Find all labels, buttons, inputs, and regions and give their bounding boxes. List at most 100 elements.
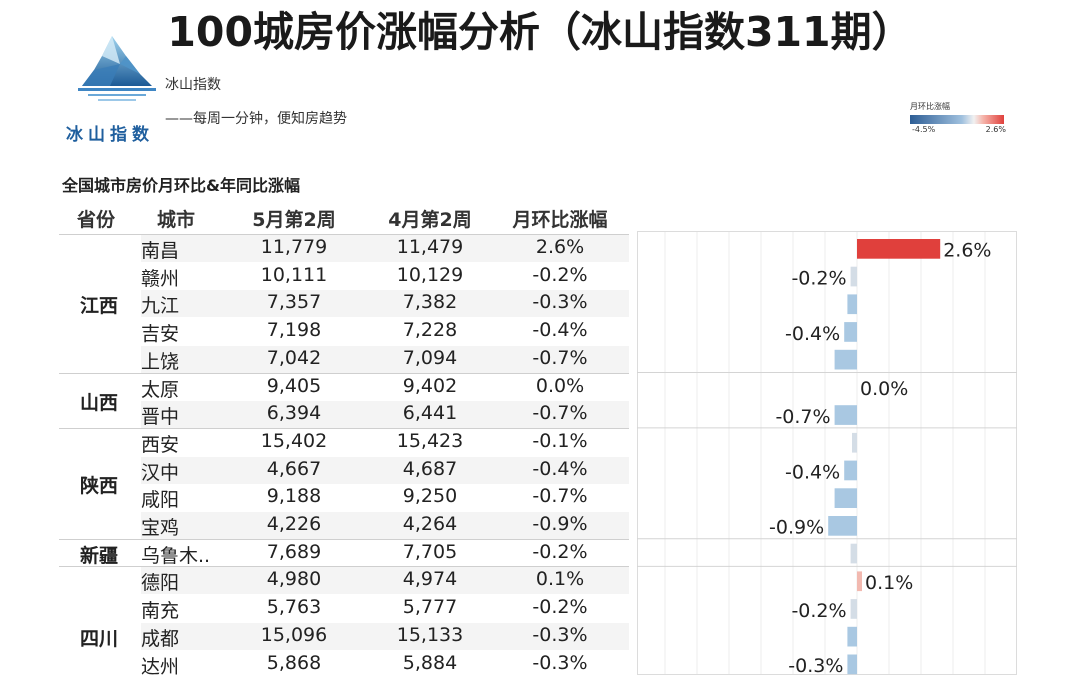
- cell-apr: 9,250: [402, 485, 458, 508]
- cell-apr: 5,884: [402, 651, 458, 674]
- cell-may: 15,096: [260, 623, 328, 646]
- col-header-city: 城市: [157, 209, 196, 231]
- cell-may: 5,868: [266, 651, 322, 674]
- table-row: 德阳 4,980 4,974 0.1%: [59, 567, 629, 595]
- chart-bar: [834, 349, 857, 370]
- cell-city: 太原: [141, 378, 180, 401]
- cell-may: 7,198: [266, 319, 322, 342]
- chart-bar: [847, 654, 857, 675]
- table-row: 成都 15,096 15,133 -0.3%: [59, 622, 629, 650]
- cell-city: 晋中: [141, 406, 180, 429]
- brand-name: 冰山指数: [165, 77, 221, 93]
- cell-mom: 2.6%: [535, 236, 585, 258]
- row-band: [141, 456, 629, 484]
- cell-city: 咸阳: [141, 489, 180, 512]
- cell-apr: 7,094: [402, 346, 458, 369]
- table-row: 太原 9,405 9,402 0.0%: [59, 374, 629, 401]
- cell-city: 成都: [141, 627, 180, 650]
- cell-city: 达州: [141, 655, 180, 675]
- chart-bar: [850, 599, 857, 619]
- cell-mom: -0.2%: [532, 540, 588, 563]
- row-band: [141, 401, 629, 429]
- iceberg-logo-icon: [74, 34, 158, 106]
- page-title: 100城房价涨幅分析（冰山指数311期）: [167, 8, 913, 56]
- chart-bar: [847, 626, 857, 647]
- legend-title: 月环比涨幅: [910, 102, 950, 111]
- cell-apr: 7,382: [402, 291, 458, 314]
- cell-city: 宝鸡: [141, 517, 180, 539]
- col-header-province: 省份: [77, 209, 116, 231]
- bar-data-label: -0.4%: [785, 461, 840, 483]
- cell-mom: 0.1%: [535, 568, 585, 591]
- table-row: 吉安 7,198 7,228 -0.4%: [59, 318, 629, 345]
- cell-mom: -0.1%: [532, 429, 588, 452]
- cell-city: 德阳: [141, 572, 180, 595]
- chart-bar: [828, 516, 857, 536]
- cell-mom: 0.0%: [535, 374, 585, 397]
- cell-apr: 10,129: [396, 263, 464, 286]
- chart-bar: [847, 294, 857, 315]
- bar-chart: 2.6% -0.2% -0.4% 0.0% -0.7% -0.4% -0.9% 0.1% -0.…: [637, 231, 1017, 675]
- row-band: [141, 567, 629, 595]
- cell-may: 4,980: [266, 568, 322, 591]
- cell-mom: -0.4%: [532, 457, 588, 480]
- cell-mom: -0.2%: [532, 263, 588, 286]
- bar-data-label: -0.4%: [785, 323, 840, 345]
- table-row: 达州 5,868 5,884 -0.3%: [59, 651, 629, 675]
- cell-may: 6,394: [266, 402, 322, 425]
- province-label: 四川: [79, 627, 118, 650]
- chart-bar: [857, 239, 941, 259]
- logo-text: 冰山指数: [66, 125, 154, 145]
- bar-data-label: -0.3%: [788, 655, 843, 675]
- bar-data-label: -0.7%: [775, 406, 830, 428]
- province-divider: [59, 372, 629, 374]
- province-divider: [59, 427, 629, 429]
- cell-city: 赣州: [141, 267, 180, 290]
- table-row: 上饶 7,042 7,094 -0.7%: [59, 345, 629, 373]
- cell-city: 南昌: [141, 240, 180, 262]
- row-band: [141, 290, 629, 318]
- row-band: [141, 345, 629, 373]
- cell-may: 11,779: [260, 236, 328, 258]
- province-label: 新疆: [79, 544, 118, 567]
- chart-bar: [857, 571, 862, 592]
- bar-data-label: 0.1%: [865, 572, 913, 594]
- col-header-may: 5月第2周: [252, 209, 336, 231]
- cell-apr: 5,777: [402, 596, 458, 619]
- cell-may: 7,357: [266, 291, 322, 314]
- cell-may: 9,405: [266, 374, 322, 397]
- cell-mom: -0.7%: [532, 402, 588, 425]
- table-row: 南昌 11,779 11,479 2.6%: [59, 235, 629, 262]
- cell-mom: -0.4%: [532, 319, 588, 342]
- cell-may: 9,188: [266, 485, 322, 508]
- cell-may: 7,689: [266, 540, 322, 563]
- row-band: [141, 622, 629, 650]
- legend-gradient-bar: [910, 115, 1004, 124]
- color-legend: 月环比涨幅 -4.5% 2.6%: [910, 101, 1006, 134]
- cell-apr: 11,479: [396, 236, 464, 258]
- table-row: 九江 7,357 7,382 -0.3%: [59, 290, 629, 318]
- province-label: 陕西: [79, 475, 118, 498]
- chart-bar: [844, 322, 857, 342]
- row-band: [141, 235, 629, 262]
- table-row: 宝鸡 4,226 4,264 -0.9%: [59, 512, 629, 539]
- chart-bar: [834, 405, 857, 425]
- chart-bar: [850, 266, 857, 287]
- bar-data-label: -0.2%: [791, 267, 846, 289]
- cell-mom: -0.7%: [532, 485, 588, 508]
- cell-may: 7,042: [266, 346, 322, 369]
- province-label: 山西: [79, 392, 118, 415]
- cell-apr: 4,264: [402, 513, 458, 535]
- cell-city: 上饶: [141, 350, 180, 373]
- cell-mom: -0.3%: [532, 291, 588, 314]
- cell-may: 10,111: [260, 263, 328, 286]
- bar-data-label: 2.6%: [943, 240, 991, 262]
- data-table: 南昌 11,779 11,479 2.6% 赣州 10,111 10,129 -0.2% 九江 7…: [59, 235, 629, 675]
- chart-bar: [852, 432, 857, 453]
- cell-city: 汉中: [141, 461, 180, 484]
- chart-bar: [850, 543, 857, 564]
- cell-apr: 15,423: [396, 429, 464, 452]
- cell-apr: 6,441: [402, 402, 458, 425]
- cell-city: 南充: [141, 600, 180, 623]
- legend-min-label: -4.5%: [912, 125, 936, 134]
